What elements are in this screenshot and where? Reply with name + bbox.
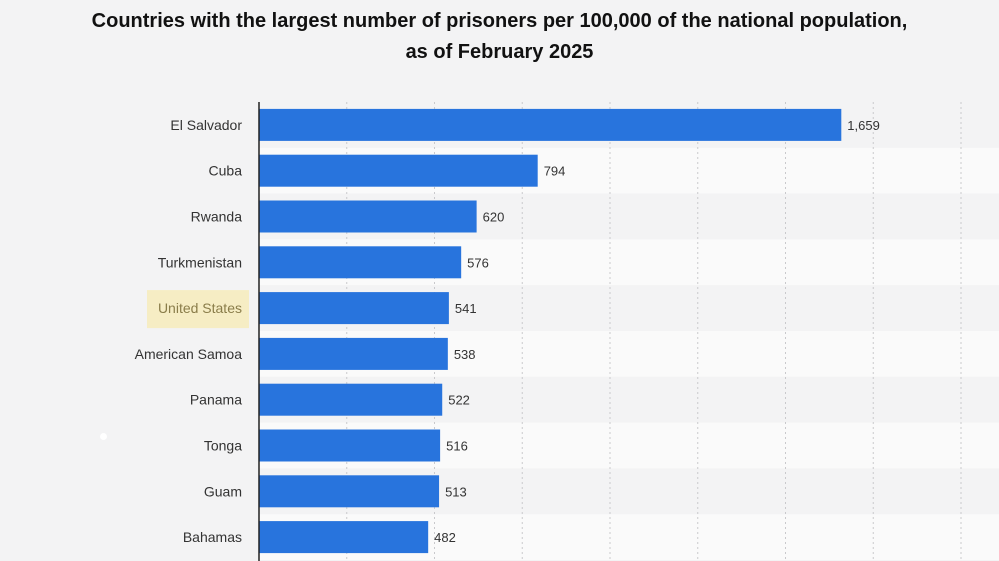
decorative-dot — [100, 433, 107, 440]
category-label-guam: Guam — [204, 483, 242, 499]
bar-tonga — [259, 429, 441, 462]
value-label-el-salvador: 1,659 — [847, 118, 880, 133]
category-label-rwanda: Rwanda — [191, 209, 243, 225]
category-label-panama: Panama — [190, 392, 242, 408]
value-label-american-samoa: 538 — [454, 347, 476, 362]
bar-rwanda — [259, 200, 477, 233]
bar-united-states — [259, 292, 449, 325]
value-label-rwanda: 620 — [483, 210, 505, 225]
value-label-united-states: 541 — [455, 301, 477, 316]
bar-american-samoa — [259, 337, 448, 370]
chart-title: Countries with the largest number of pri… — [0, 6, 999, 68]
value-label-cuba: 794 — [544, 164, 566, 179]
value-label-guam: 513 — [445, 484, 467, 499]
bar-panama — [259, 383, 443, 416]
category-label-american-samoa: American Samoa — [135, 346, 243, 362]
bar-guam — [259, 475, 440, 508]
value-label-bahamas: 482 — [434, 530, 456, 545]
value-labels: 1,659 794 620 576 541 538 522 516 513 482 — [434, 118, 880, 545]
category-labels: El Salvador Cuba Rwanda Turkmenistan United … — [135, 117, 249, 545]
chart-title-line-2: as of February 2025 — [405, 41, 594, 63]
chart-title-line-1: Countries with the largest number of pri… — [91, 10, 908, 32]
highlight-label-bg — [147, 290, 249, 329]
category-label-el-salvador: El Salvador — [170, 117, 242, 133]
value-label-panama: 522 — [448, 393, 470, 408]
category-label-bahamas: Bahamas — [183, 529, 242, 545]
value-label-turkmenistan: 576 — [467, 255, 489, 270]
category-label-united-states: United States — [158, 300, 242, 316]
bars — [259, 108, 842, 554]
category-label-turkmenistan: Turkmenistan — [158, 254, 242, 270]
bar-cuba — [259, 154, 538, 187]
category-label-tonga: Tonga — [204, 438, 242, 454]
value-label-tonga: 516 — [446, 439, 468, 454]
category-label-cuba: Cuba — [209, 163, 243, 179]
bar-bahamas — [259, 521, 429, 554]
bar-el-salvador — [259, 108, 842, 141]
bar-turkmenistan — [259, 246, 462, 279]
